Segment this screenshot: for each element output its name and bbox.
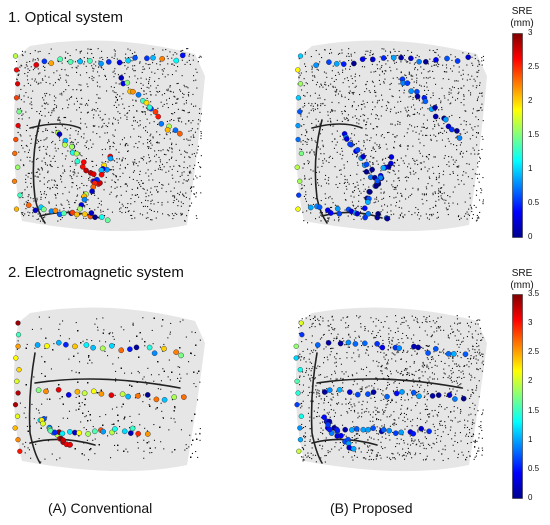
colorbar-tick-label: 2.5 bbox=[528, 347, 540, 357]
face-optical-proposed bbox=[294, 40, 487, 232]
column-label-conventional: (A) Conventional bbox=[48, 500, 153, 516]
colorbar-tick-label: 1 bbox=[528, 434, 533, 444]
colorbar-tick-label: 0.5 bbox=[528, 198, 540, 207]
section-title-optical: 1. Optical system bbox=[8, 9, 124, 26]
colorbar-electromagnetic bbox=[512, 294, 523, 499]
face-optical-conventional bbox=[11, 40, 206, 232]
colorbar-tick-label: 2 bbox=[528, 376, 533, 386]
colorbar-tick-label: 2.5 bbox=[528, 62, 540, 71]
colorbar-tick-label: 0.5 bbox=[528, 463, 540, 473]
colorbar-tick-label: 3 bbox=[528, 318, 533, 328]
column-label-proposed: (B) Proposed bbox=[330, 500, 413, 516]
colorbar-tick-label: 0 bbox=[528, 493, 533, 502]
colorbar-tick-label: 1.5 bbox=[528, 130, 540, 139]
section-title-electromagnetic: 2. Electromagnetic system bbox=[8, 264, 184, 281]
face-electromagnetic-proposed bbox=[293, 307, 487, 472]
colorbar-tick-label: 2 bbox=[528, 96, 533, 105]
colorbar-title-electromagnetic: SRE (mm) bbox=[510, 268, 534, 291]
face-electromagnetic-conventional bbox=[12, 307, 206, 472]
colorbar-tick-label: 1.5 bbox=[528, 405, 540, 415]
colorbar-tick-label: 3.5 bbox=[528, 289, 540, 298]
colorbar-title-optical: SRE (mm) bbox=[510, 6, 534, 29]
colorbar-tick-label: 3 bbox=[528, 28, 533, 37]
colorbar-optical bbox=[512, 33, 523, 238]
colorbar-tick-label: 1 bbox=[528, 164, 533, 173]
colorbar-tick-label: 0 bbox=[528, 232, 533, 241]
